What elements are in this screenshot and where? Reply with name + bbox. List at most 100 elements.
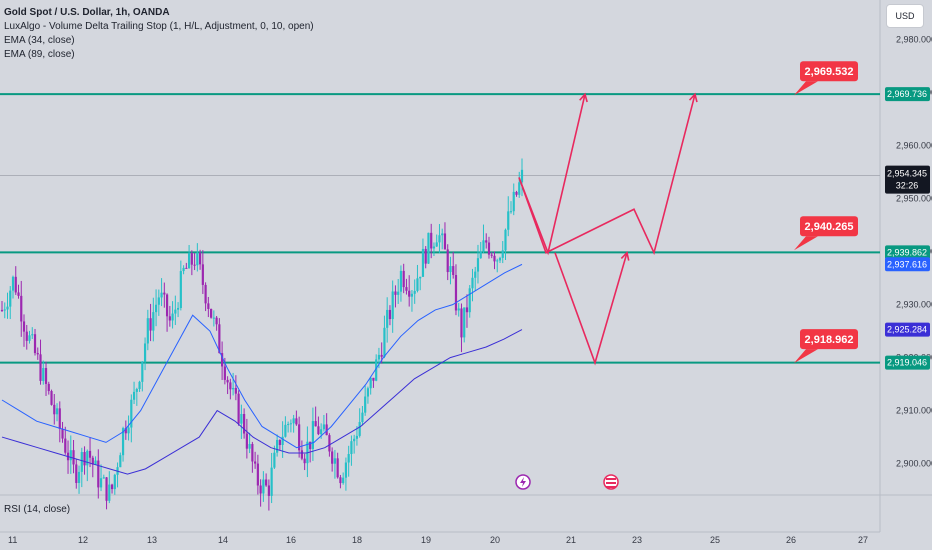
candle-body — [397, 291, 400, 295]
x-tick-label-4: 16 — [286, 535, 296, 545]
candle-body — [105, 477, 108, 501]
candle-body — [64, 438, 67, 453]
candle-body — [157, 297, 160, 305]
candle-body — [320, 429, 323, 435]
current-price-label: 2,954.345 — [887, 169, 927, 179]
candle-body — [215, 317, 218, 325]
y-tick-label-8: 2,900.000 — [896, 459, 932, 469]
candle-body — [44, 368, 48, 384]
x-tick-label-1: 12 — [78, 535, 88, 545]
candle-body — [504, 229, 507, 251]
candle-body — [339, 477, 342, 484]
candle-body — [325, 424, 328, 436]
indicator-ema-34[interactable]: EMA (34, close) — [4, 35, 75, 46]
y-tick-label-5: 2,930.000 — [896, 300, 932, 310]
candle-body — [256, 463, 259, 486]
candle-body — [143, 343, 147, 362]
candle-body — [405, 287, 408, 291]
candle-body — [245, 433, 248, 449]
candle-body — [408, 290, 411, 297]
candle-body — [333, 458, 337, 464]
candle-body — [154, 304, 158, 313]
candle-body — [419, 276, 422, 279]
candle-body — [251, 444, 254, 462]
candle-body — [75, 464, 78, 483]
candle-body — [36, 353, 39, 355]
candle-body — [0, 309, 4, 311]
candle-body — [138, 381, 141, 389]
candle-body — [287, 424, 290, 426]
x-tick-label-7: 20 — [490, 535, 500, 545]
candle-body — [366, 388, 370, 397]
candle-body — [512, 191, 515, 212]
countdown-label: 32:26 — [896, 181, 919, 191]
candle-body — [421, 248, 425, 277]
candle-body — [248, 444, 251, 449]
candle-body — [317, 426, 320, 435]
projection-path-2 — [554, 252, 628, 366]
us-flag-icon-stripe — [606, 482, 616, 484]
candle-body — [498, 257, 502, 261]
callout-box-2 — [800, 329, 858, 350]
candle-body — [391, 291, 394, 320]
candle-body — [284, 424, 287, 437]
candle-body — [424, 248, 427, 264]
chart-legend: Gold Spot / U.S. Dollar, 1h, OANDA LuxAl… — [4, 6, 314, 62]
x-tick-label-10: 25 — [710, 535, 720, 545]
candle-body — [353, 438, 356, 442]
candle-body — [113, 474, 116, 490]
candle-body — [55, 408, 59, 415]
candle-body — [413, 290, 416, 294]
callout-pointer-1 — [794, 236, 818, 251]
y-tick-label-2: 2,960.000 — [896, 141, 932, 151]
candle-body — [223, 366, 226, 380]
candle-body — [270, 467, 273, 496]
callout-pointer-2 — [794, 349, 818, 364]
ema-34-line — [1, 263, 523, 449]
candle-body — [176, 307, 180, 310]
candle-body — [240, 413, 243, 424]
candle-body — [22, 321, 26, 332]
candle-body — [452, 266, 455, 275]
candle-body — [380, 354, 383, 357]
candle-body — [383, 327, 386, 357]
candle-body — [336, 458, 339, 478]
candle-body — [454, 274, 458, 311]
candle-body — [237, 393, 240, 424]
level-price-tag-2 — [885, 355, 930, 370]
candle-body — [135, 388, 138, 392]
candle-body — [507, 211, 510, 230]
candle-body — [432, 246, 436, 249]
candle-body — [328, 435, 331, 452]
candle-body — [39, 354, 42, 381]
candle-body — [99, 478, 103, 488]
x-tick-label-6: 19 — [421, 535, 431, 545]
candle-body — [298, 424, 301, 451]
projection-path-0 — [518, 94, 586, 256]
y-tick-label-3: 2,950.000 — [896, 194, 932, 204]
candle-body — [364, 396, 367, 413]
currency-button[interactable]: USD — [886, 4, 924, 28]
candle-body — [61, 428, 64, 439]
indicator-luxalgo[interactable]: LuxAlgo - Volume Delta Trailing Stop (1,… — [4, 21, 314, 32]
candle-body — [372, 377, 375, 381]
candle-body — [386, 309, 389, 328]
indicator-ema-89[interactable]: EMA (89, close) — [4, 49, 75, 60]
candle-body — [204, 284, 207, 304]
ema-price-tag-0 — [885, 257, 930, 272]
candle-body — [267, 485, 270, 496]
candle-body — [281, 436, 284, 445]
current-price-tag — [885, 165, 930, 194]
candle-body — [201, 264, 204, 285]
candle-body — [347, 454, 350, 463]
candle-body — [50, 391, 53, 405]
rsi-pane-label[interactable]: RSI (14, close) — [4, 504, 71, 515]
candle-body — [163, 292, 166, 295]
candle-body — [187, 253, 191, 269]
candle-body — [42, 368, 45, 381]
symbol-title[interactable]: Gold Spot / U.S. Dollar, 1h, OANDA — [4, 7, 170, 18]
candle-body — [262, 479, 265, 494]
candle-body — [110, 484, 114, 490]
